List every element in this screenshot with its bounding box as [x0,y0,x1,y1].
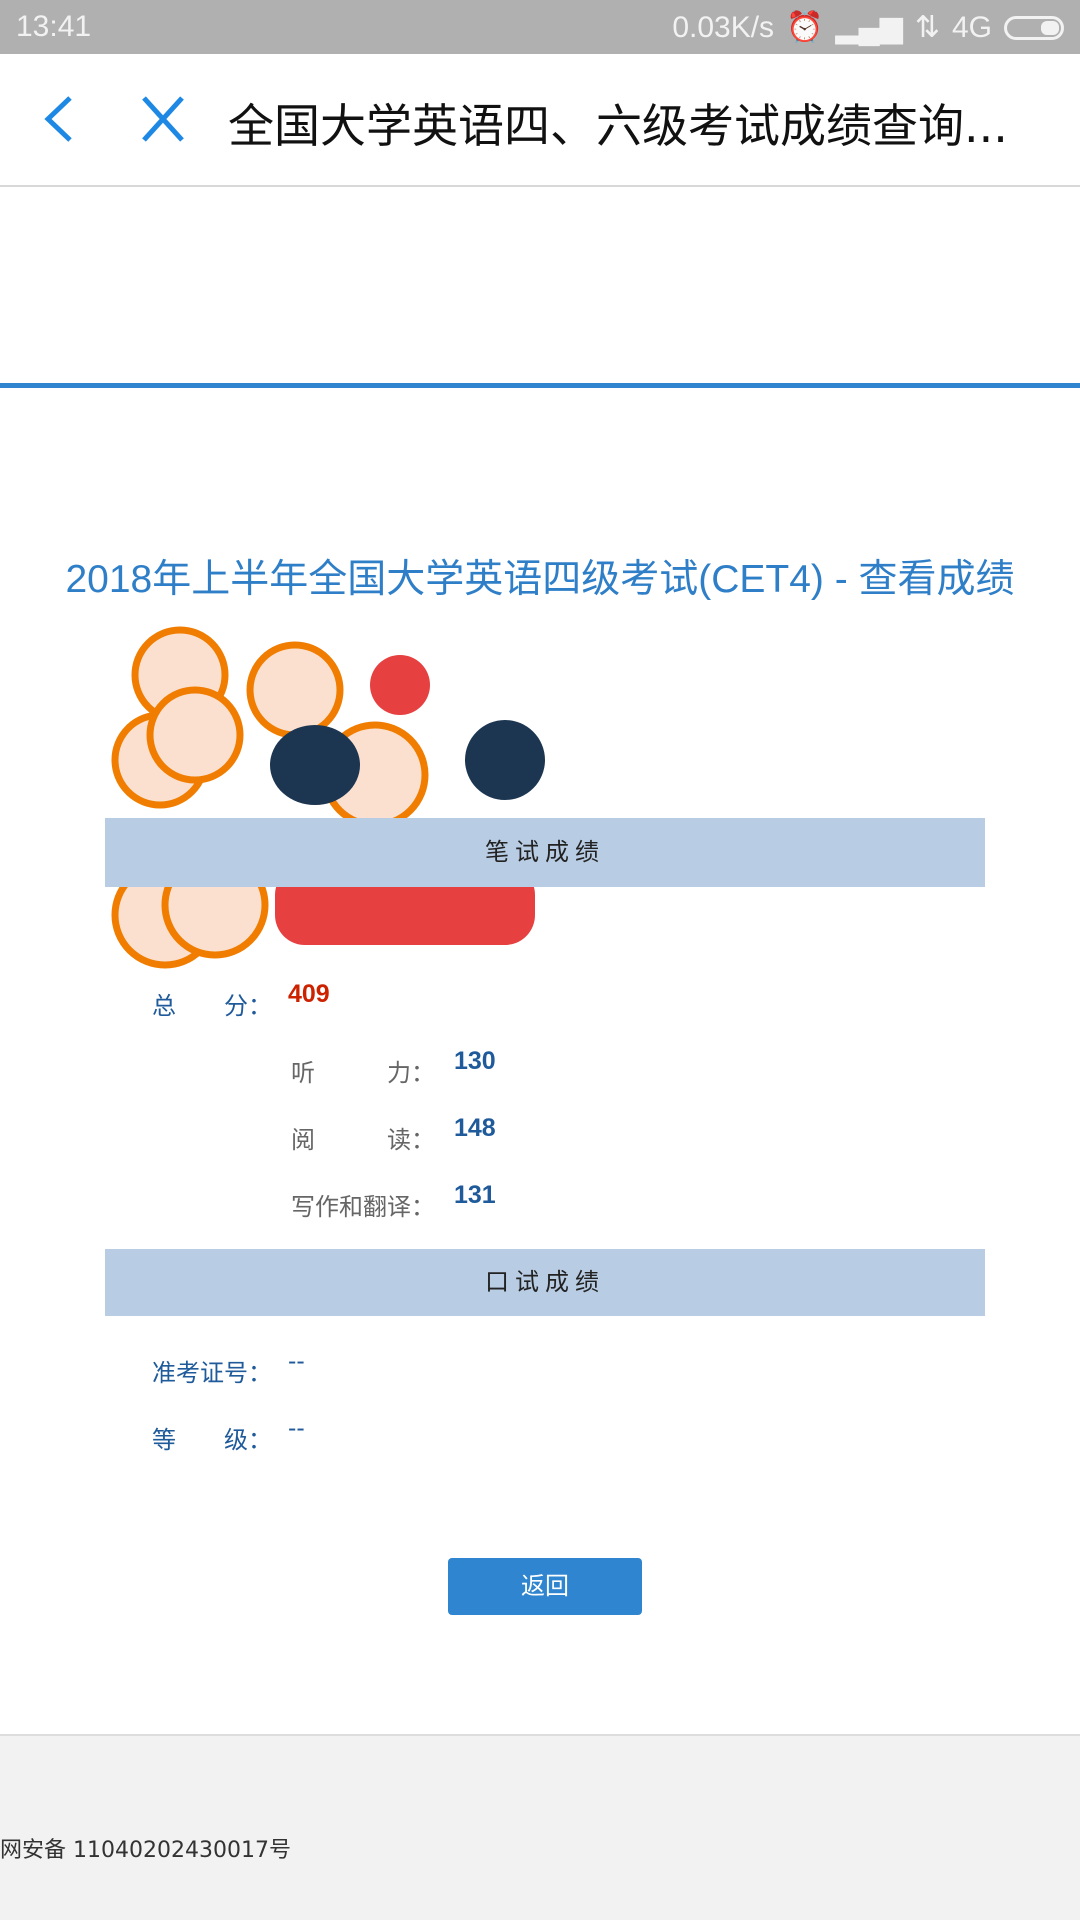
status-time: 13:41 [16,10,92,43]
writing-label: 写作和翻译： [291,1193,435,1221]
divider [0,383,1080,388]
reading-label: 阅 读： [291,1126,435,1154]
reading-score: 148 [454,1114,496,1142]
ticket-value: -- [288,1347,305,1375]
alarm-icon: ⏰ [786,11,824,44]
app-header: 全国大学英语四、六级考试成绩查询... [0,54,1080,187]
writing-score: 131 [454,1181,496,1209]
net-speed: 0.03K/s [672,10,775,44]
total-label: 总 分： [152,992,272,1020]
data-arrows-icon: ⇅ [914,11,940,44]
written-score-header: 笔试成绩 [105,818,985,887]
page-header-title: 全国大学英语四、六级考试成绩查询... [228,99,1008,153]
total-score: 409 [288,980,330,1008]
grade-value: -- [288,1414,305,1442]
ticket-label: 准考证号： [152,1359,272,1387]
battery-icon [1004,15,1064,40]
listening-score: 130 [454,1047,496,1075]
signal-icon: ▂▄▆ [835,11,903,44]
footer-record-text: 网安备 11040202430017号 [0,1838,291,1863]
grade-label: 等 级： [152,1426,272,1454]
close-icon[interactable] [140,94,186,144]
chevron-left-icon[interactable] [40,94,80,144]
status-bar: 13:41 0.03K/s ⏰ ▂▄▆ ⇅ 4G [0,0,1080,54]
oral-score-header: 口试成绩 [105,1249,985,1316]
return-button[interactable]: 返回 [448,1558,642,1615]
sticker-decoration [111,626,545,969]
network-type: 4G [951,10,992,44]
footer: 网安备 11040202430017号 [0,1734,1080,1920]
page-title: 2018年上半年全国大学英语四级考试(CET4) - 查看成绩 [65,558,1015,601]
listening-label: 听 力： [291,1059,435,1087]
